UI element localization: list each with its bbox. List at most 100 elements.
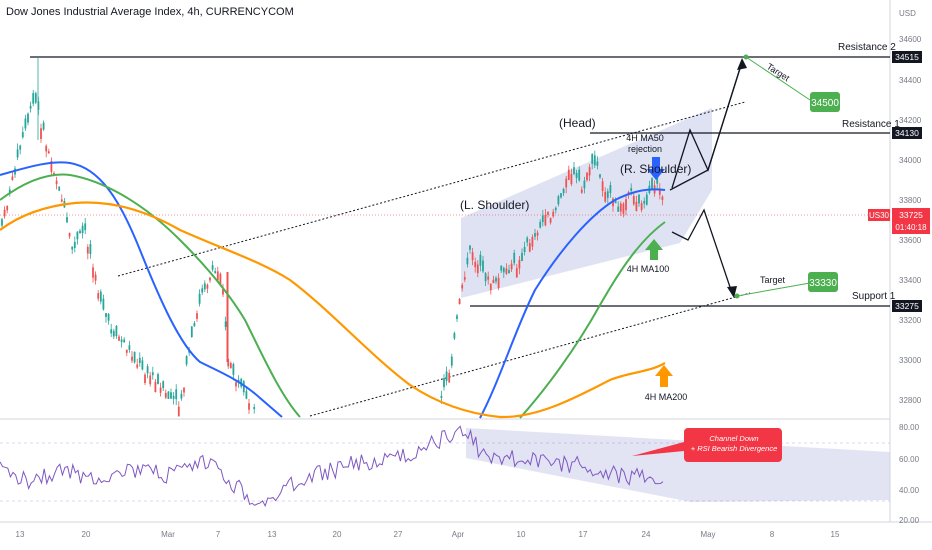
time-tick-label: May: [700, 530, 715, 539]
candle-body: [11, 176, 14, 181]
candle-body: [456, 315, 458, 319]
candle-body: [89, 244, 92, 255]
time-tick-label: 13: [16, 530, 25, 539]
time-tick-label: Mar: [161, 530, 175, 539]
price-tick-label: 33800: [899, 196, 922, 205]
resistance2-badge: [892, 51, 922, 63]
candle-body: [586, 172, 588, 181]
candle-body: [58, 186, 61, 191]
candle-body: [180, 393, 183, 399]
candle-body: [219, 273, 222, 285]
candle-body: [588, 167, 591, 176]
candle-body: [37, 101, 40, 110]
candle-body: [185, 356, 188, 365]
candle-body: [583, 180, 586, 189]
candle-body: [445, 371, 448, 381]
candle-body: [183, 387, 185, 393]
chart-title: Dow Jones Industrial Average Index, 4h, …: [6, 6, 294, 18]
rsi-highlight: [466, 428, 890, 502]
candle-body: [198, 293, 201, 304]
candle-body: [601, 181, 604, 192]
price-pane[interactable]: [0, 0, 890, 418]
candle-body: [510, 263, 513, 270]
candle-body: [164, 392, 167, 398]
candle-body: [71, 246, 74, 250]
ma50-rejection-arrow: [647, 157, 665, 180]
candle-body: [578, 169, 581, 181]
candle-body: [146, 366, 149, 374]
candle-body: [448, 372, 451, 383]
candle-body: [120, 339, 123, 343]
candle-body: [619, 203, 622, 212]
candle-body: [45, 145, 48, 152]
candle-body: [640, 203, 643, 211]
time-tick-label: 7: [216, 530, 221, 539]
target-upper-dot: [743, 54, 749, 60]
candle-body: [575, 172, 578, 178]
rsi-tick-label: 80.00: [899, 423, 920, 432]
current-price-value: 33725: [899, 210, 923, 220]
candle-body: [149, 375, 152, 385]
candle-body: [131, 356, 133, 361]
candle-body: [42, 122, 45, 130]
time-tick-label: 13: [268, 530, 277, 539]
ma100-arrow: [645, 239, 663, 260]
candle-body: [159, 387, 162, 393]
candle-body: [614, 200, 617, 204]
candle-body: [235, 382, 237, 387]
candle-body: [476, 264, 479, 274]
right-shoulder-label: (R. Shoulder): [620, 162, 691, 176]
candle-body: [562, 188, 565, 194]
candle-body: [3, 209, 6, 217]
candle-body: [573, 167, 575, 174]
target-lower-box: [808, 272, 838, 292]
candle-body: [502, 267, 505, 273]
candle-body: [557, 196, 560, 205]
rsi-axis[interactable]: 80.00 60.00 40.00 20.00: [899, 423, 920, 525]
candle-body: [201, 288, 204, 293]
candle-body: [94, 274, 97, 281]
candle-body: [440, 395, 443, 398]
candle-body: [570, 174, 573, 185]
candle-body: [638, 194, 640, 204]
time-axis[interactable]: 13 20 Mar 7 13 20 27 Apr 10 17 24 May 8 15: [16, 530, 840, 539]
bearish-zigzag[interactable]: [671, 208, 733, 294]
candle-body: [92, 267, 94, 278]
ma200-line: [0, 201, 666, 419]
candle-body: [203, 283, 206, 290]
resistance2-badge-value: 34515: [895, 52, 919, 62]
head-label: (Head): [559, 116, 596, 130]
candle-body: [474, 261, 477, 268]
ma100-line-left: [0, 173, 301, 418]
candle-body: [226, 272, 229, 362]
candle-body: [123, 339, 126, 343]
price-tick-label: 33600: [899, 236, 922, 245]
candle-body: [242, 381, 245, 393]
candle-body: [528, 243, 531, 252]
candle-body: [154, 381, 157, 393]
time-tick-label: 17: [579, 530, 588, 539]
candle-body: [245, 391, 248, 399]
target-lower-dot: [734, 293, 740, 299]
candle-body: [466, 257, 469, 265]
candle-body: [128, 345, 131, 350]
candle-body: [463, 277, 466, 280]
candle-body: [141, 360, 144, 370]
candle-body: [209, 277, 211, 281]
rsi-tick-label: 40.00: [899, 486, 920, 495]
candle-body: [60, 199, 63, 202]
channel-lower-line[interactable]: [309, 292, 751, 417]
price-axis[interactable]: 34600 34400 34200 34000 33800 33600 33400 33200…: [899, 35, 922, 405]
candle-body: [206, 284, 209, 289]
candle-body: [227, 358, 230, 367]
candle-body: [27, 113, 29, 123]
candle-body: [508, 269, 510, 274]
candle-body: [544, 214, 547, 226]
candle-body: [531, 236, 534, 247]
candle-body: [622, 203, 625, 214]
callout-text-2: + RSI Bearish Divergence: [691, 444, 778, 453]
candle-body: [521, 252, 523, 261]
price-tick-label: 33200: [899, 316, 922, 325]
candle-body: [443, 378, 445, 388]
